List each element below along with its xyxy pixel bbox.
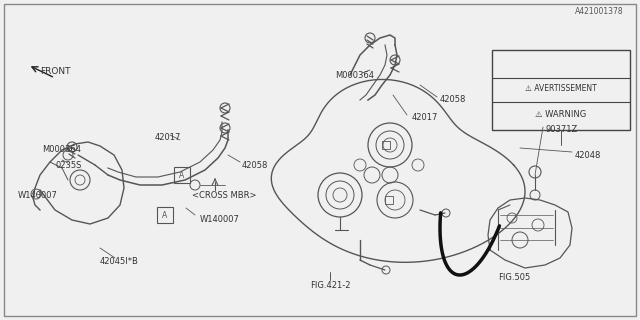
Text: M000364: M000364 xyxy=(42,146,81,155)
Text: 42045I*B: 42045I*B xyxy=(100,258,139,267)
Bar xyxy=(382,141,390,149)
Bar xyxy=(157,207,173,223)
Text: <CROSS MBR>: <CROSS MBR> xyxy=(192,190,257,199)
Text: W140007: W140007 xyxy=(18,190,58,199)
Text: FRONT: FRONT xyxy=(40,68,70,76)
Text: 42017: 42017 xyxy=(155,133,181,142)
Text: A: A xyxy=(179,171,184,180)
Bar xyxy=(492,50,630,130)
Text: 90371Z: 90371Z xyxy=(545,125,577,134)
Text: FIG.505: FIG.505 xyxy=(498,274,531,283)
Text: 42058: 42058 xyxy=(440,95,467,105)
Text: 42017: 42017 xyxy=(412,114,438,123)
Text: W140007: W140007 xyxy=(200,215,240,225)
Bar xyxy=(385,196,393,204)
Text: ⚠ AVERTISSEMENT: ⚠ AVERTISSEMENT xyxy=(525,84,597,92)
Text: 42048: 42048 xyxy=(575,150,602,159)
Text: A: A xyxy=(163,211,168,220)
Text: 42058: 42058 xyxy=(242,161,268,170)
Bar xyxy=(174,167,190,183)
Text: ⚠ WARNING: ⚠ WARNING xyxy=(536,109,587,118)
Text: FIG.421-2: FIG.421-2 xyxy=(310,281,350,290)
Text: M000364: M000364 xyxy=(335,70,374,79)
Text: 0235S: 0235S xyxy=(55,161,81,170)
Text: A421001378: A421001378 xyxy=(575,7,623,17)
